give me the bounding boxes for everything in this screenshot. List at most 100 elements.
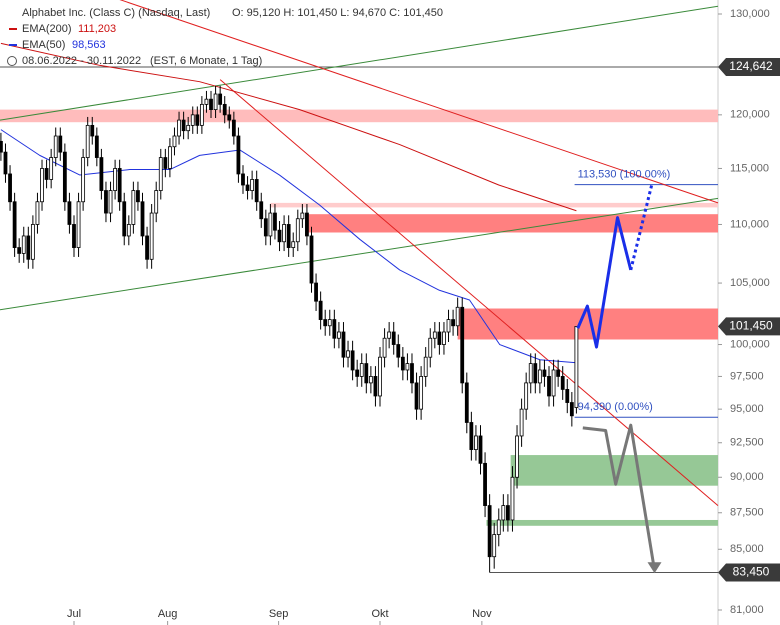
legend-ohlc: O: 95,120 H: 101,450 L: 94,670 C: 101,45… bbox=[232, 7, 443, 19]
candle-body bbox=[163, 157, 168, 169]
price-tag-label: 124,642 bbox=[729, 59, 773, 73]
candle-body bbox=[400, 356, 405, 371]
candle-body bbox=[26, 235, 31, 260]
candle-body bbox=[259, 201, 264, 220]
price-tag bbox=[718, 58, 780, 77]
candle-body bbox=[519, 408, 524, 437]
candle-body bbox=[222, 103, 227, 116]
candle-body bbox=[505, 505, 510, 521]
candle-body bbox=[455, 306, 460, 327]
candle-body bbox=[569, 402, 574, 417]
y-tick-label: 110,000 bbox=[730, 218, 769, 230]
candle-body bbox=[85, 124, 90, 158]
candle-body bbox=[126, 224, 131, 237]
legend-ema50-value: 98,563 bbox=[72, 39, 106, 51]
candle-body bbox=[515, 435, 519, 478]
candle-body bbox=[99, 157, 104, 191]
candle-body bbox=[414, 382, 419, 410]
ema-line bbox=[0, 42, 577, 212]
candle-body bbox=[21, 235, 26, 254]
candle-body bbox=[314, 282, 318, 302]
projection bbox=[582, 423, 656, 571]
candle-body bbox=[341, 331, 346, 358]
candle-body bbox=[496, 519, 501, 535]
candle-body bbox=[419, 376, 424, 410]
level-label: 94,390 (0.00%) bbox=[578, 401, 653, 413]
candle-body bbox=[58, 135, 63, 153]
zone bbox=[0, 109, 718, 123]
price-tag-label: 83,450 bbox=[733, 565, 770, 579]
candle-body bbox=[537, 369, 542, 384]
trendline bbox=[219, 79, 719, 506]
candle-body bbox=[478, 435, 483, 464]
arrowhead bbox=[647, 562, 662, 574]
candle-body bbox=[53, 135, 58, 158]
price-tag-label: 101,450 bbox=[729, 319, 773, 333]
candle-body bbox=[483, 462, 487, 506]
candle-body bbox=[396, 344, 401, 358]
x-tick-label: Nov bbox=[472, 608, 492, 620]
candle-body bbox=[218, 93, 223, 105]
candle-body bbox=[378, 356, 382, 397]
y-tick-label: 105,000 bbox=[730, 277, 770, 289]
y-tick-label: 90,000 bbox=[730, 471, 764, 483]
candle-body bbox=[177, 119, 181, 137]
candle-body bbox=[12, 201, 17, 248]
candle-body bbox=[551, 369, 556, 397]
candle-body bbox=[122, 201, 127, 237]
candle-body bbox=[547, 376, 551, 397]
candle-body bbox=[291, 241, 296, 248]
candle-body bbox=[35, 201, 40, 225]
projection bbox=[576, 216, 633, 349]
y-tick-label: 87,500 bbox=[730, 507, 764, 519]
candle-body bbox=[8, 173, 12, 203]
y-tick-label: 97,500 bbox=[730, 370, 764, 382]
legend-ema200-value: 111,203 bbox=[78, 23, 116, 35]
candle-body bbox=[510, 476, 515, 521]
y-tick-label: 95,000 bbox=[730, 403, 764, 415]
candle-body bbox=[236, 135, 241, 175]
level-label: 113,530 (100.00%) bbox=[578, 169, 671, 181]
candle-body bbox=[209, 98, 213, 111]
price-tag bbox=[718, 317, 780, 336]
y-tick-label: 85,000 bbox=[730, 543, 764, 555]
candle-body bbox=[327, 319, 332, 327]
candle-body bbox=[149, 212, 154, 260]
candle-body bbox=[199, 103, 204, 126]
candle-body bbox=[373, 376, 378, 397]
candle-body bbox=[263, 218, 268, 237]
candle-body bbox=[300, 212, 305, 220]
candle-body bbox=[204, 98, 209, 105]
candle-body bbox=[405, 363, 410, 371]
candle-body bbox=[81, 157, 86, 203]
zone bbox=[486, 519, 718, 526]
candle-body bbox=[460, 306, 465, 384]
candle-body bbox=[90, 124, 95, 137]
candle-body bbox=[186, 124, 191, 132]
candle-body bbox=[474, 435, 478, 450]
candle-body bbox=[140, 201, 145, 237]
candle-body bbox=[446, 319, 451, 333]
legend-ema50: EMA(50) bbox=[22, 39, 65, 51]
candle-body bbox=[227, 114, 232, 121]
candle-body bbox=[40, 168, 44, 203]
candle-body bbox=[501, 505, 506, 521]
candle-body bbox=[487, 505, 492, 558]
legend-range: 08.06.2022 - 30.11.2022 bbox=[22, 55, 141, 67]
candle-body bbox=[423, 356, 428, 377]
candle-body bbox=[355, 369, 360, 377]
candle-body bbox=[565, 389, 570, 403]
candle-body bbox=[108, 190, 113, 214]
candle-body bbox=[387, 331, 392, 339]
candle-body bbox=[432, 331, 437, 339]
candle-body bbox=[323, 319, 328, 327]
candle-body bbox=[250, 179, 255, 191]
candle-body bbox=[67, 201, 72, 225]
x-tick-label: Okt bbox=[371, 608, 388, 620]
candle-body bbox=[190, 114, 195, 126]
zone bbox=[270, 202, 718, 208]
candle-body bbox=[268, 212, 273, 237]
candle-body bbox=[451, 319, 455, 327]
candle-body bbox=[437, 331, 442, 345]
